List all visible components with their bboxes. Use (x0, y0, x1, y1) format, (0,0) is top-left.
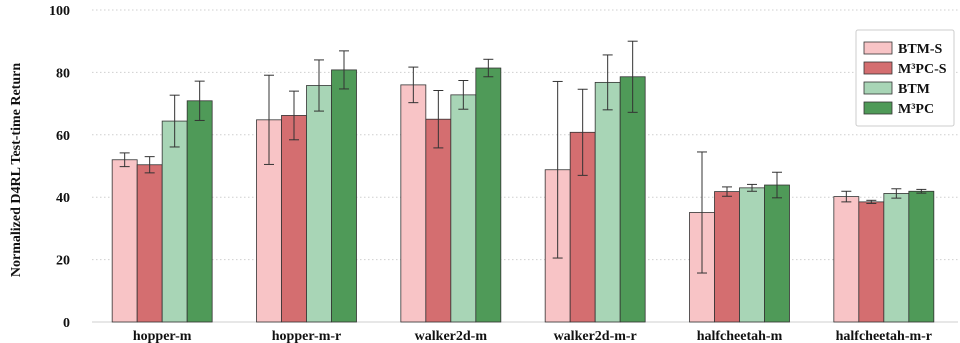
ticks-layer: 0 20 40 60 80 100 hopper-m hopper-m-r walker2d-m… (49, 4, 932, 343)
bar (883, 193, 910, 323)
bar (186, 100, 213, 323)
bar (136, 164, 163, 323)
y-tick-label: 60 (56, 129, 70, 144)
bar (908, 190, 935, 323)
bar (858, 201, 885, 323)
y-tick-label: 20 (56, 254, 70, 269)
x-tick-label: walker2d-m (415, 329, 488, 343)
bars-layer (111, 40, 935, 323)
x-tick-label: hopper-m (133, 329, 192, 343)
y-tick-label: 40 (56, 191, 70, 206)
legend-label: M³PC-S (898, 62, 947, 77)
bar (111, 159, 138, 323)
bar (739, 187, 765, 323)
bar (331, 69, 357, 323)
legend-swatch (863, 61, 893, 75)
legend: BTM-S M³PC-S BTM M³PC (855, 29, 955, 127)
x-tick-label: hopper-m-r (272, 329, 341, 343)
y-axis-label: Normalized D4RL Test-time Return (9, 63, 24, 277)
bar (714, 191, 740, 323)
x-tick-label: walker2d-m-r (554, 329, 637, 343)
bar (425, 118, 452, 323)
bar (400, 84, 427, 323)
x-tick-label: halfcheetah-m (697, 329, 783, 343)
bar (281, 115, 307, 323)
bar (306, 85, 332, 323)
legend-swatch (863, 81, 893, 95)
bar (764, 184, 790, 323)
bar (619, 76, 646, 323)
y-tick-label: 0 (63, 316, 70, 331)
legend-label: M³PC (898, 102, 934, 117)
y-tick-label: 100 (49, 4, 70, 19)
x-tick-label: halfcheetah-m-r (836, 329, 932, 343)
bar (475, 67, 502, 323)
grid-layer (92, 9, 958, 323)
y-tick-label: 80 (56, 66, 70, 81)
legend-swatch (863, 41, 893, 55)
bar (450, 94, 477, 323)
legend-label: BTM (898, 82, 930, 97)
bar (833, 196, 860, 323)
legend-swatch (863, 101, 893, 115)
legend-label: BTM-S (898, 42, 943, 57)
bar (594, 81, 621, 323)
bar (161, 120, 188, 323)
